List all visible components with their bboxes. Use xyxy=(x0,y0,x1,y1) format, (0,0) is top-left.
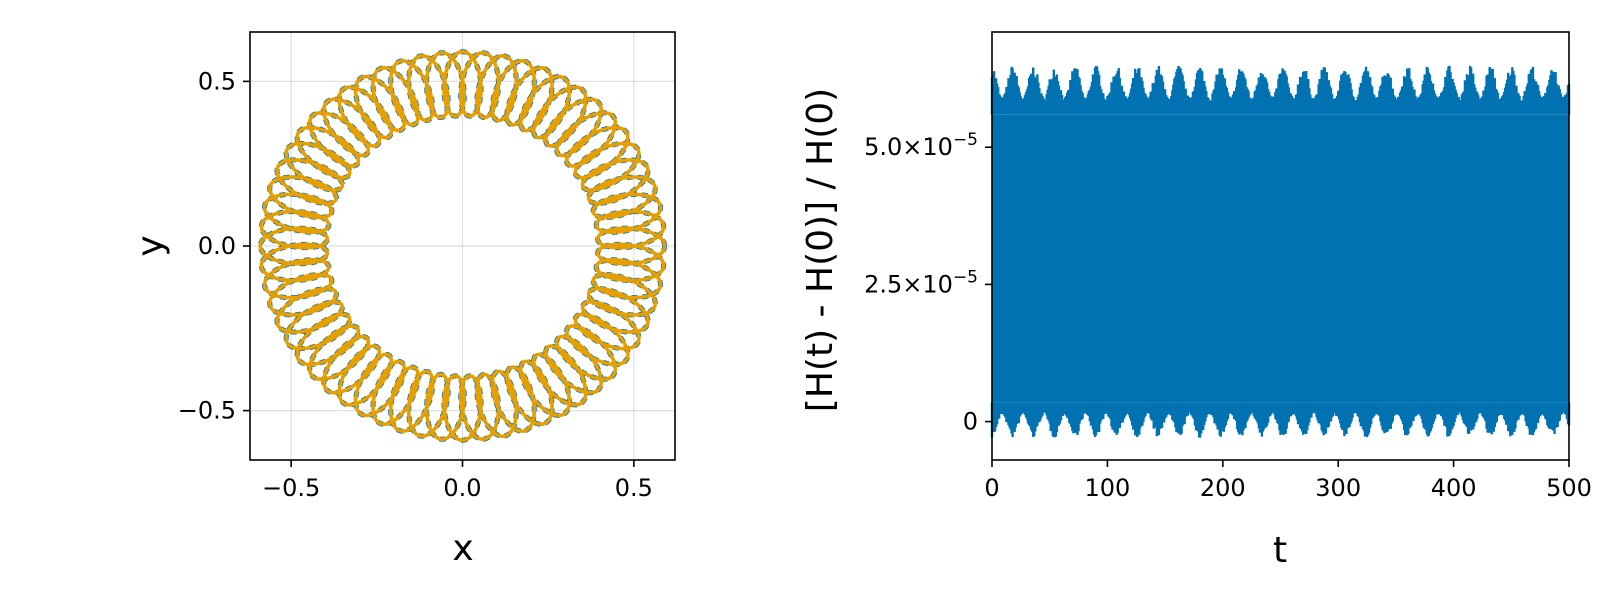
energy-error-x-tick-label: 500 xyxy=(1546,474,1592,502)
energy-error-y-axis-label: [H(t) - H(0)] / H(0) xyxy=(800,88,841,412)
energy-error-plot-frame xyxy=(991,31,1570,461)
orbit-curves xyxy=(257,49,668,443)
energy-error-lower-spikes xyxy=(990,402,1571,438)
energy-error-x-tick-label: 400 xyxy=(1431,474,1477,502)
energy-error-series xyxy=(990,65,1571,438)
orbit-x-tick-label: 0.5 xyxy=(615,474,653,502)
orbit-y-tick-label: 0.0 xyxy=(198,232,236,260)
orbit-y-axis-label: y xyxy=(130,235,171,256)
energy-error-y-tick-label: 0 xyxy=(963,408,978,436)
energy-error-x-tick-label: 200 xyxy=(1200,474,1246,502)
orbit-y-tick-label: −0.5 xyxy=(178,397,236,425)
energy-error-plot: 0 100 200 300 400 500 5.0×10−5 2.5×10−5 0 t [H(t… xyxy=(800,31,1592,571)
orbit-x-tick-label: 0.0 xyxy=(443,474,481,502)
energy-error-x-tick-label: 300 xyxy=(1315,474,1361,502)
energy-error-axis-ticks: 0 100 200 300 400 500 5.0×10−5 2.5×10−5 0 xyxy=(864,130,1592,502)
energy-error-band xyxy=(992,114,1569,403)
energy-error-upper-spikes xyxy=(990,65,1571,115)
orbit-axis-ticks: −0.5 0.0 0.5 0.5 0.0 −0.5 xyxy=(178,67,653,502)
energy-error-x-axis-label: t xyxy=(1273,530,1287,571)
orbit-x-tick-label: −0.5 xyxy=(262,474,320,502)
orbit-x-axis-label: x xyxy=(452,528,473,569)
energy-error-y-tick-label: 2.5×10−5 xyxy=(864,267,978,298)
orbit-y-tick-label: 0.5 xyxy=(198,67,236,95)
orbit-plot: −0.5 0.0 0.5 0.5 0.0 −0.5 x y xyxy=(130,31,676,569)
energy-error-x-tick-label: 0 xyxy=(984,474,999,502)
energy-error-x-tick-label: 100 xyxy=(1084,474,1130,502)
energy-error-y-tick-label: 5.0×10−5 xyxy=(864,130,978,161)
orbit-series-solid xyxy=(258,49,667,443)
